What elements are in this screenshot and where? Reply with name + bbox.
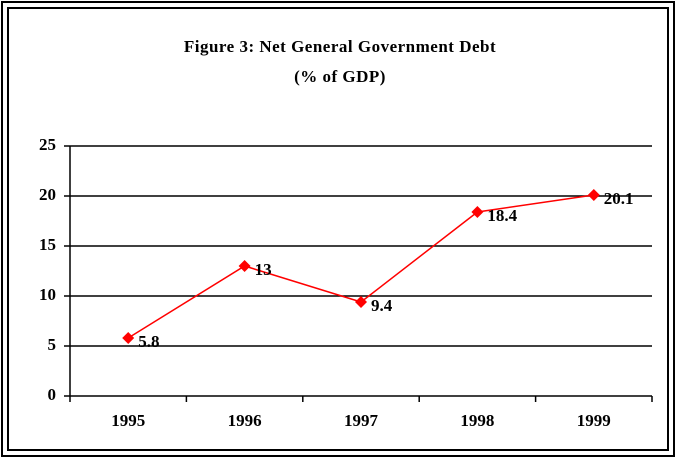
x-tick-label: 1997 [344,411,379,430]
y-tick-label: 10 [39,285,56,304]
data-line [127,194,594,339]
y-tick-label: 25 [39,135,56,154]
chart-title: Figure 3: Net General Government Debt [184,37,496,56]
data-marker [471,206,484,218]
data-label: 13 [255,260,272,279]
chart-subtitle: (% of GDP) [294,67,386,86]
y-tick-label: 5 [48,335,57,354]
y-tick-label: 0 [48,385,57,404]
x-tick-label: 1995 [111,411,145,430]
data-marker [355,296,367,308]
data-label: 18.4 [487,206,517,225]
x-tick-label: 1998 [460,411,494,430]
x-tick-label: 1999 [577,411,611,430]
data-marker [122,332,135,344]
data-label: 20.1 [604,189,634,208]
data-label: 9.4 [371,296,393,315]
y-tick-label: 20 [39,185,56,204]
data-marker [587,189,600,201]
inner-frame [7,7,669,451]
data-marker [238,260,251,272]
y-tick-label: 15 [39,235,56,254]
data-label: 5.8 [138,332,159,351]
x-tick-label: 1996 [228,411,262,430]
